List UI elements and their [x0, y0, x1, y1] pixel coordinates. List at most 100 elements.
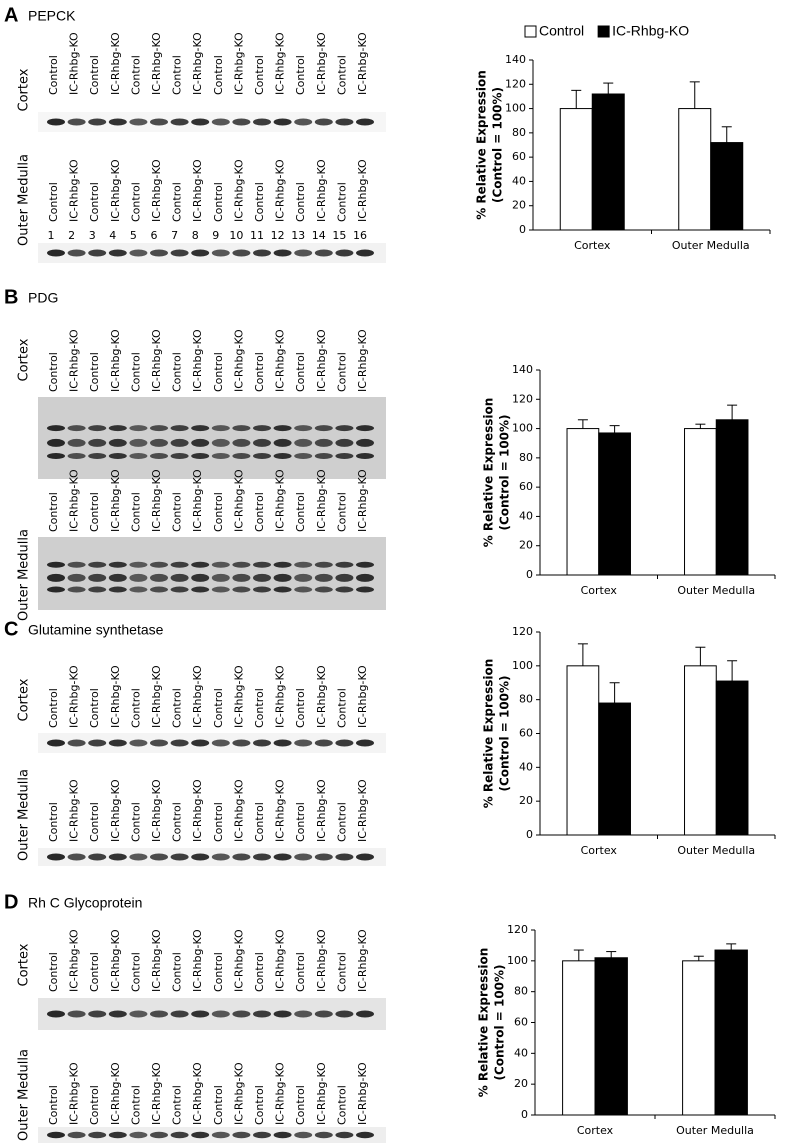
lane-label: IC-Rhbg-KO — [68, 929, 81, 992]
lane-label: IC-Rhbg-KO — [315, 32, 328, 95]
blot-band — [47, 573, 65, 582]
y-tick-label: 40 — [519, 760, 533, 773]
lane-label: IC-Rhbg-KO — [274, 159, 287, 222]
lane-label: IC-Rhbg-KO — [109, 779, 122, 842]
lane-label: IC-Rhbg-KO — [109, 929, 122, 992]
y-tick-label: 40 — [512, 174, 526, 187]
panel-letter: D — [4, 891, 18, 913]
bar — [714, 949, 748, 1116]
lane-label: IC-Rhbg-KO — [68, 1062, 81, 1125]
blot-band — [294, 249, 313, 257]
blot-band — [191, 739, 210, 747]
blot-band — [170, 249, 189, 257]
blot-band — [253, 739, 271, 747]
blot-band — [191, 118, 210, 126]
lane-label: Control — [47, 492, 60, 532]
legend-swatch — [524, 25, 537, 38]
lane-label: IC-Rhbg-KO — [315, 1062, 328, 1125]
lane-label: Control — [294, 802, 307, 842]
blot-band — [108, 573, 127, 582]
blot-band — [273, 1010, 292, 1018]
error-bar — [695, 646, 706, 666]
blot-row-label: Outer Medulla — [17, 769, 32, 861]
y-tick-label: 0 — [519, 223, 526, 236]
blot-band — [335, 561, 354, 568]
x-tick-label: Outer Medulla — [677, 844, 755, 857]
y-tick-label: 0 — [521, 1108, 528, 1121]
blot-band — [232, 425, 251, 432]
lane-label: Control — [335, 182, 348, 222]
lane-label: IC-Rhbg-KO — [274, 469, 287, 532]
blot-band — [253, 453, 271, 460]
lane-label: IC-Rhbg-KO — [356, 665, 369, 728]
panel-title: Rh C Glycoprotein — [28, 895, 142, 911]
blot-band — [170, 1131, 189, 1139]
bar — [559, 108, 593, 231]
lane-label: Control — [253, 492, 266, 532]
blot-band — [129, 438, 148, 447]
blot-band — [129, 1131, 148, 1139]
blot-band — [47, 425, 65, 432]
blot-band — [232, 853, 251, 861]
blot-band — [335, 739, 354, 747]
blot-band — [67, 453, 86, 460]
blot-band — [314, 573, 333, 582]
blot-band — [47, 453, 65, 460]
lane-label: IC-Rhbg-KO — [150, 159, 163, 222]
x-tick-label: Outer Medulla — [677, 584, 755, 597]
blot-band — [253, 561, 271, 568]
lane-label: IC-Rhbg-KO — [232, 329, 245, 392]
lane-label: IC-Rhbg-KO — [232, 159, 245, 222]
lane-label: IC-Rhbg-KO — [68, 665, 81, 728]
blot-band — [150, 249, 168, 257]
lane-label: IC-Rhbg-KO — [274, 665, 287, 728]
lane-label: Control — [47, 55, 60, 95]
lane-label: IC-Rhbg-KO — [356, 469, 369, 532]
y-tick-label: 140 — [505, 53, 526, 66]
blot-band — [294, 453, 313, 460]
blot-band — [273, 853, 292, 861]
blot-band — [129, 573, 148, 582]
blot-band — [314, 561, 333, 568]
bar — [678, 108, 712, 231]
blot-band — [211, 1010, 230, 1018]
lane-label: Control — [253, 352, 266, 392]
panel-letter: A — [4, 4, 18, 26]
blot-band — [294, 1010, 313, 1018]
lane-label: IC-Rhbg-KO — [191, 779, 204, 842]
blot-band — [150, 573, 168, 582]
blot-band — [108, 561, 127, 568]
bar — [715, 680, 749, 836]
y-tick-label: 100 — [512, 659, 533, 672]
blot-band — [253, 438, 271, 447]
lane-label: Control — [129, 1085, 142, 1125]
y-tick-label: 100 — [505, 102, 526, 115]
blot-band — [314, 118, 333, 126]
legend-label: Control — [539, 23, 584, 39]
blot-band — [67, 425, 86, 432]
blot-band — [170, 118, 189, 126]
y-tick-label: 40 — [514, 1046, 528, 1059]
blot-band — [314, 249, 333, 257]
blot-band — [88, 573, 107, 582]
blot-band — [211, 118, 230, 126]
blot-band — [253, 853, 271, 861]
lane-label: Control — [253, 55, 266, 95]
blot-band — [273, 453, 292, 460]
y-tick-label: 60 — [519, 480, 533, 493]
y-tick-label: 40 — [519, 509, 533, 522]
blot-band — [108, 425, 127, 432]
bar — [682, 960, 716, 1116]
lane-label: IC-Rhbg-KO — [150, 469, 163, 532]
y-tick-label: 20 — [512, 199, 526, 212]
lane-label: Control — [253, 952, 266, 992]
lane-label: IC-Rhbg-KO — [356, 32, 369, 95]
x-tick-label: Cortex — [581, 844, 618, 857]
blot-band — [67, 118, 86, 126]
lane-label: Control — [294, 688, 307, 728]
lane-label: IC-Rhbg-KO — [274, 779, 287, 842]
error-bar — [573, 949, 584, 961]
lane-number: 14 — [312, 229, 326, 242]
blot-band — [88, 118, 107, 126]
blot-band — [211, 425, 230, 432]
